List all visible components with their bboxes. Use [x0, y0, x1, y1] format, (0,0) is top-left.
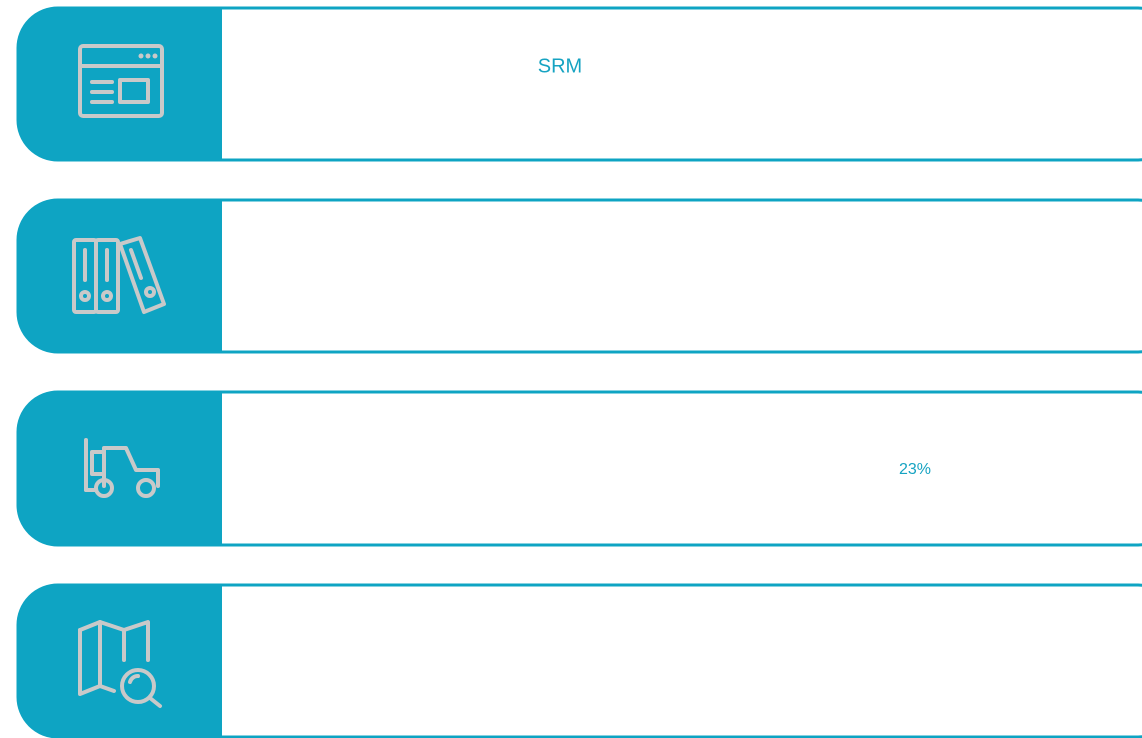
- row-tab: [18, 585, 222, 737]
- map-search-icon: [78, 620, 162, 708]
- row-label: 23%: [899, 461, 931, 478]
- row: [16, 198, 1142, 354]
- row: SRM: [16, 6, 1142, 162]
- icon-dot: [152, 53, 158, 59]
- forklift-icon: [84, 438, 160, 498]
- browser-icon: [78, 44, 164, 118]
- binders-icon: [72, 236, 166, 314]
- row-label: SRM: [538, 55, 582, 77]
- row: [16, 583, 1142, 738]
- icon-dot: [145, 53, 151, 59]
- icon-dot: [138, 53, 144, 59]
- row: 23%: [16, 390, 1142, 547]
- row-tab: [18, 392, 222, 545]
